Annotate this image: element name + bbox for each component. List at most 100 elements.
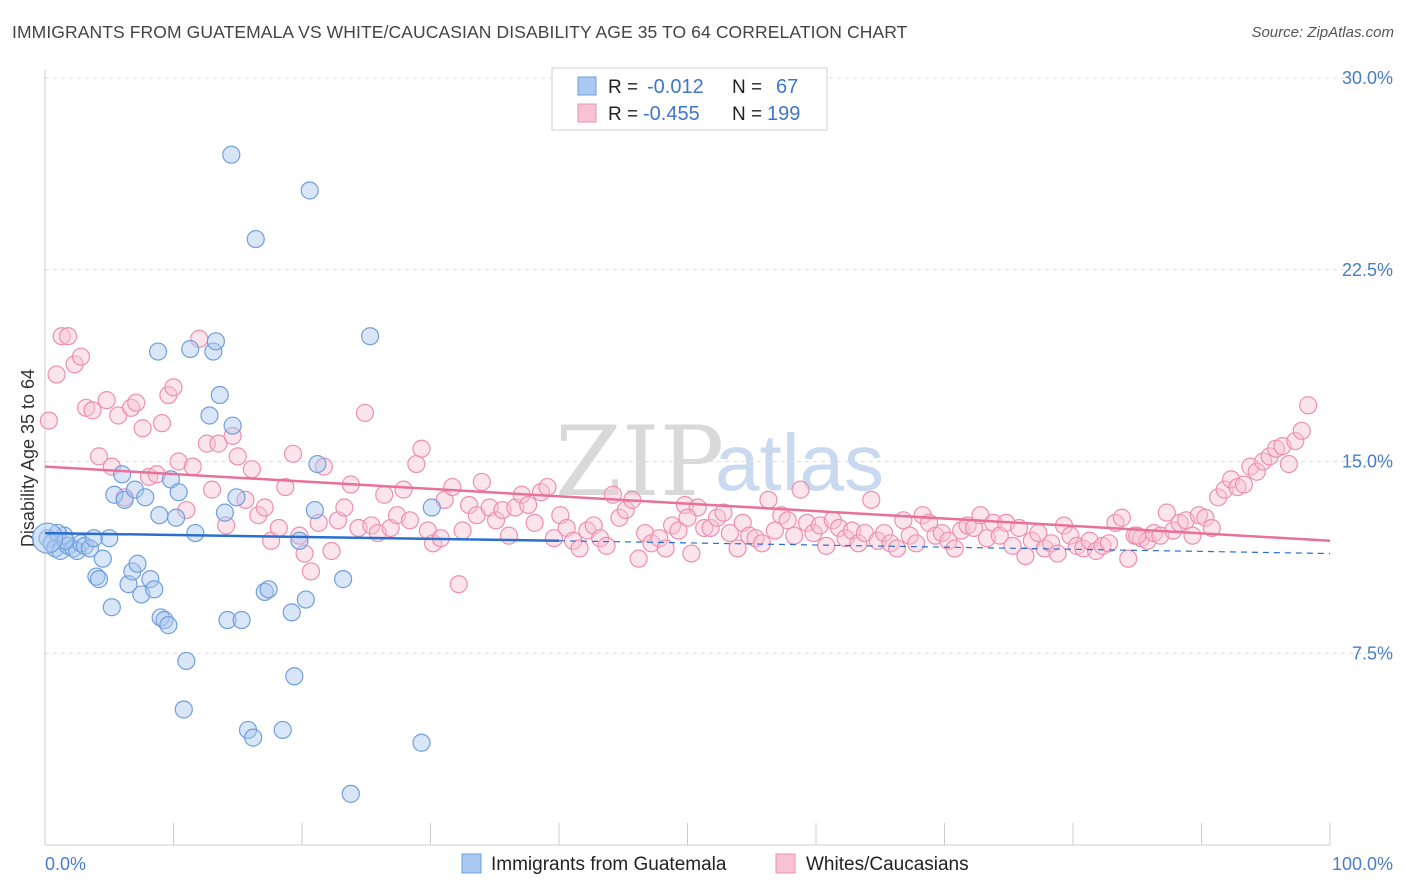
- whites-point: [752, 534, 772, 553]
- whites-point: [1112, 508, 1131, 527]
- guatemala-trend-line: [44, 531, 560, 543]
- whites-point: [678, 508, 697, 527]
- whites-point: [1202, 518, 1221, 538]
- whites-point: [394, 480, 413, 499]
- guatemala-point: [145, 580, 164, 599]
- whites-point: [728, 539, 747, 558]
- guatemala-point: [174, 700, 193, 719]
- whites-point: [525, 513, 544, 532]
- whites-point: [152, 414, 172, 433]
- guatemala-point: [232, 610, 251, 630]
- y-tick-label: 7.5%: [1352, 643, 1393, 663]
- whites-point: [59, 327, 78, 346]
- guatemala-point: [334, 570, 353, 589]
- whites-point: [544, 529, 563, 548]
- trend-lines: [44, 465, 1331, 555]
- whites-point: [1016, 546, 1035, 566]
- legend-r-label-1: R =: [608, 77, 638, 98]
- bottom-legend-swatch-guatemala: [461, 853, 482, 874]
- legend-r-value-1: -0.012: [647, 76, 704, 98]
- whites-point: [375, 485, 394, 504]
- whites-point: [656, 539, 675, 558]
- y-tick-label: 30.0%: [1342, 68, 1393, 88]
- guatemala-point: [361, 327, 380, 346]
- whites-point: [887, 539, 907, 558]
- whites-point: [1042, 534, 1061, 553]
- whites-point: [164, 378, 183, 397]
- guatemala-point: [305, 500, 324, 520]
- whites-point: [133, 419, 152, 438]
- whites-point: [177, 500, 196, 520]
- legend-swatch-pink: [577, 103, 597, 123]
- watermark-atlas: atlas: [715, 418, 884, 507]
- y-tick-label: 15.0%: [1342, 452, 1393, 472]
- guatemala-point: [150, 506, 169, 525]
- gridlines: [45, 77, 1390, 654]
- whites-point: [785, 526, 804, 545]
- whites-point: [355, 403, 375, 423]
- whites-point: [1299, 396, 1318, 415]
- bottom-legend-swatch-whites: [775, 853, 796, 874]
- guatemala-point: [100, 529, 119, 548]
- guatemala-point: [296, 590, 315, 609]
- whites-point: [720, 523, 740, 543]
- guatemala-point: [308, 454, 327, 474]
- whites-point: [472, 472, 491, 492]
- guatemala-point: [273, 720, 292, 740]
- whites-point: [459, 495, 479, 515]
- guatemala-point: [166, 508, 186, 527]
- whites-point: [616, 500, 635, 520]
- whites-point: [283, 444, 303, 463]
- whites-point: [635, 523, 655, 543]
- guatemala-point: [290, 531, 309, 550]
- whites-point: [875, 523, 894, 543]
- whites-point: [907, 534, 926, 553]
- whites-point: [269, 518, 288, 538]
- whites-point: [695, 518, 714, 538]
- y-axis-tick-labels: 7.5% 15.0% 22.5% 30.0%: [1342, 68, 1393, 663]
- whites-point: [52, 327, 71, 346]
- whites-point: [1119, 549, 1138, 568]
- whites-point: [400, 511, 420, 530]
- guatemala-point: [93, 549, 112, 568]
- whites-point: [202, 480, 222, 499]
- guatemala-point: [222, 145, 241, 164]
- whites-point: [39, 411, 58, 430]
- legend-n-label-2: N =: [732, 104, 762, 125]
- whites-point: [255, 498, 274, 517]
- x-tick-label-min: 0.0%: [45, 854, 86, 874]
- y-tick-label: 22.5%: [1342, 260, 1393, 280]
- whites-point: [629, 549, 648, 568]
- guatemala-point: [181, 339, 200, 359]
- bottom-legend-label-whites: Whites/Caucasians: [806, 854, 969, 875]
- whites-point: [47, 365, 66, 384]
- guatemala-point: [206, 332, 226, 351]
- whites-point: [1196, 508, 1215, 527]
- whites-point: [849, 534, 868, 553]
- whites-point: [701, 518, 720, 538]
- whites-point: [1061, 526, 1080, 545]
- guatemala-point: [89, 570, 109, 589]
- series-guatemala-points: [31, 145, 441, 803]
- whites-point: [714, 503, 733, 522]
- whites-point: [453, 521, 472, 540]
- whites-point: [817, 536, 836, 555]
- guatemala-point: [215, 503, 234, 522]
- whites-point: [1247, 462, 1266, 481]
- whites-point: [597, 536, 616, 555]
- guatemala-point: [244, 728, 263, 747]
- whites-point: [1048, 544, 1067, 563]
- whites-point: [83, 401, 102, 420]
- whites-point: [276, 477, 295, 497]
- whites-point: [538, 477, 557, 497]
- whites-point: [1099, 534, 1119, 553]
- whites-point: [570, 539, 589, 558]
- guatemala-point: [223, 416, 242, 435]
- guatemala-point: [177, 651, 196, 671]
- whites-point: [242, 460, 261, 479]
- guatemala-point: [300, 181, 319, 200]
- source-label: Source: ZipAtlas.com: [1251, 24, 1394, 41]
- legend-swatch-blue: [577, 76, 597, 96]
- guatemala-point: [125, 480, 145, 499]
